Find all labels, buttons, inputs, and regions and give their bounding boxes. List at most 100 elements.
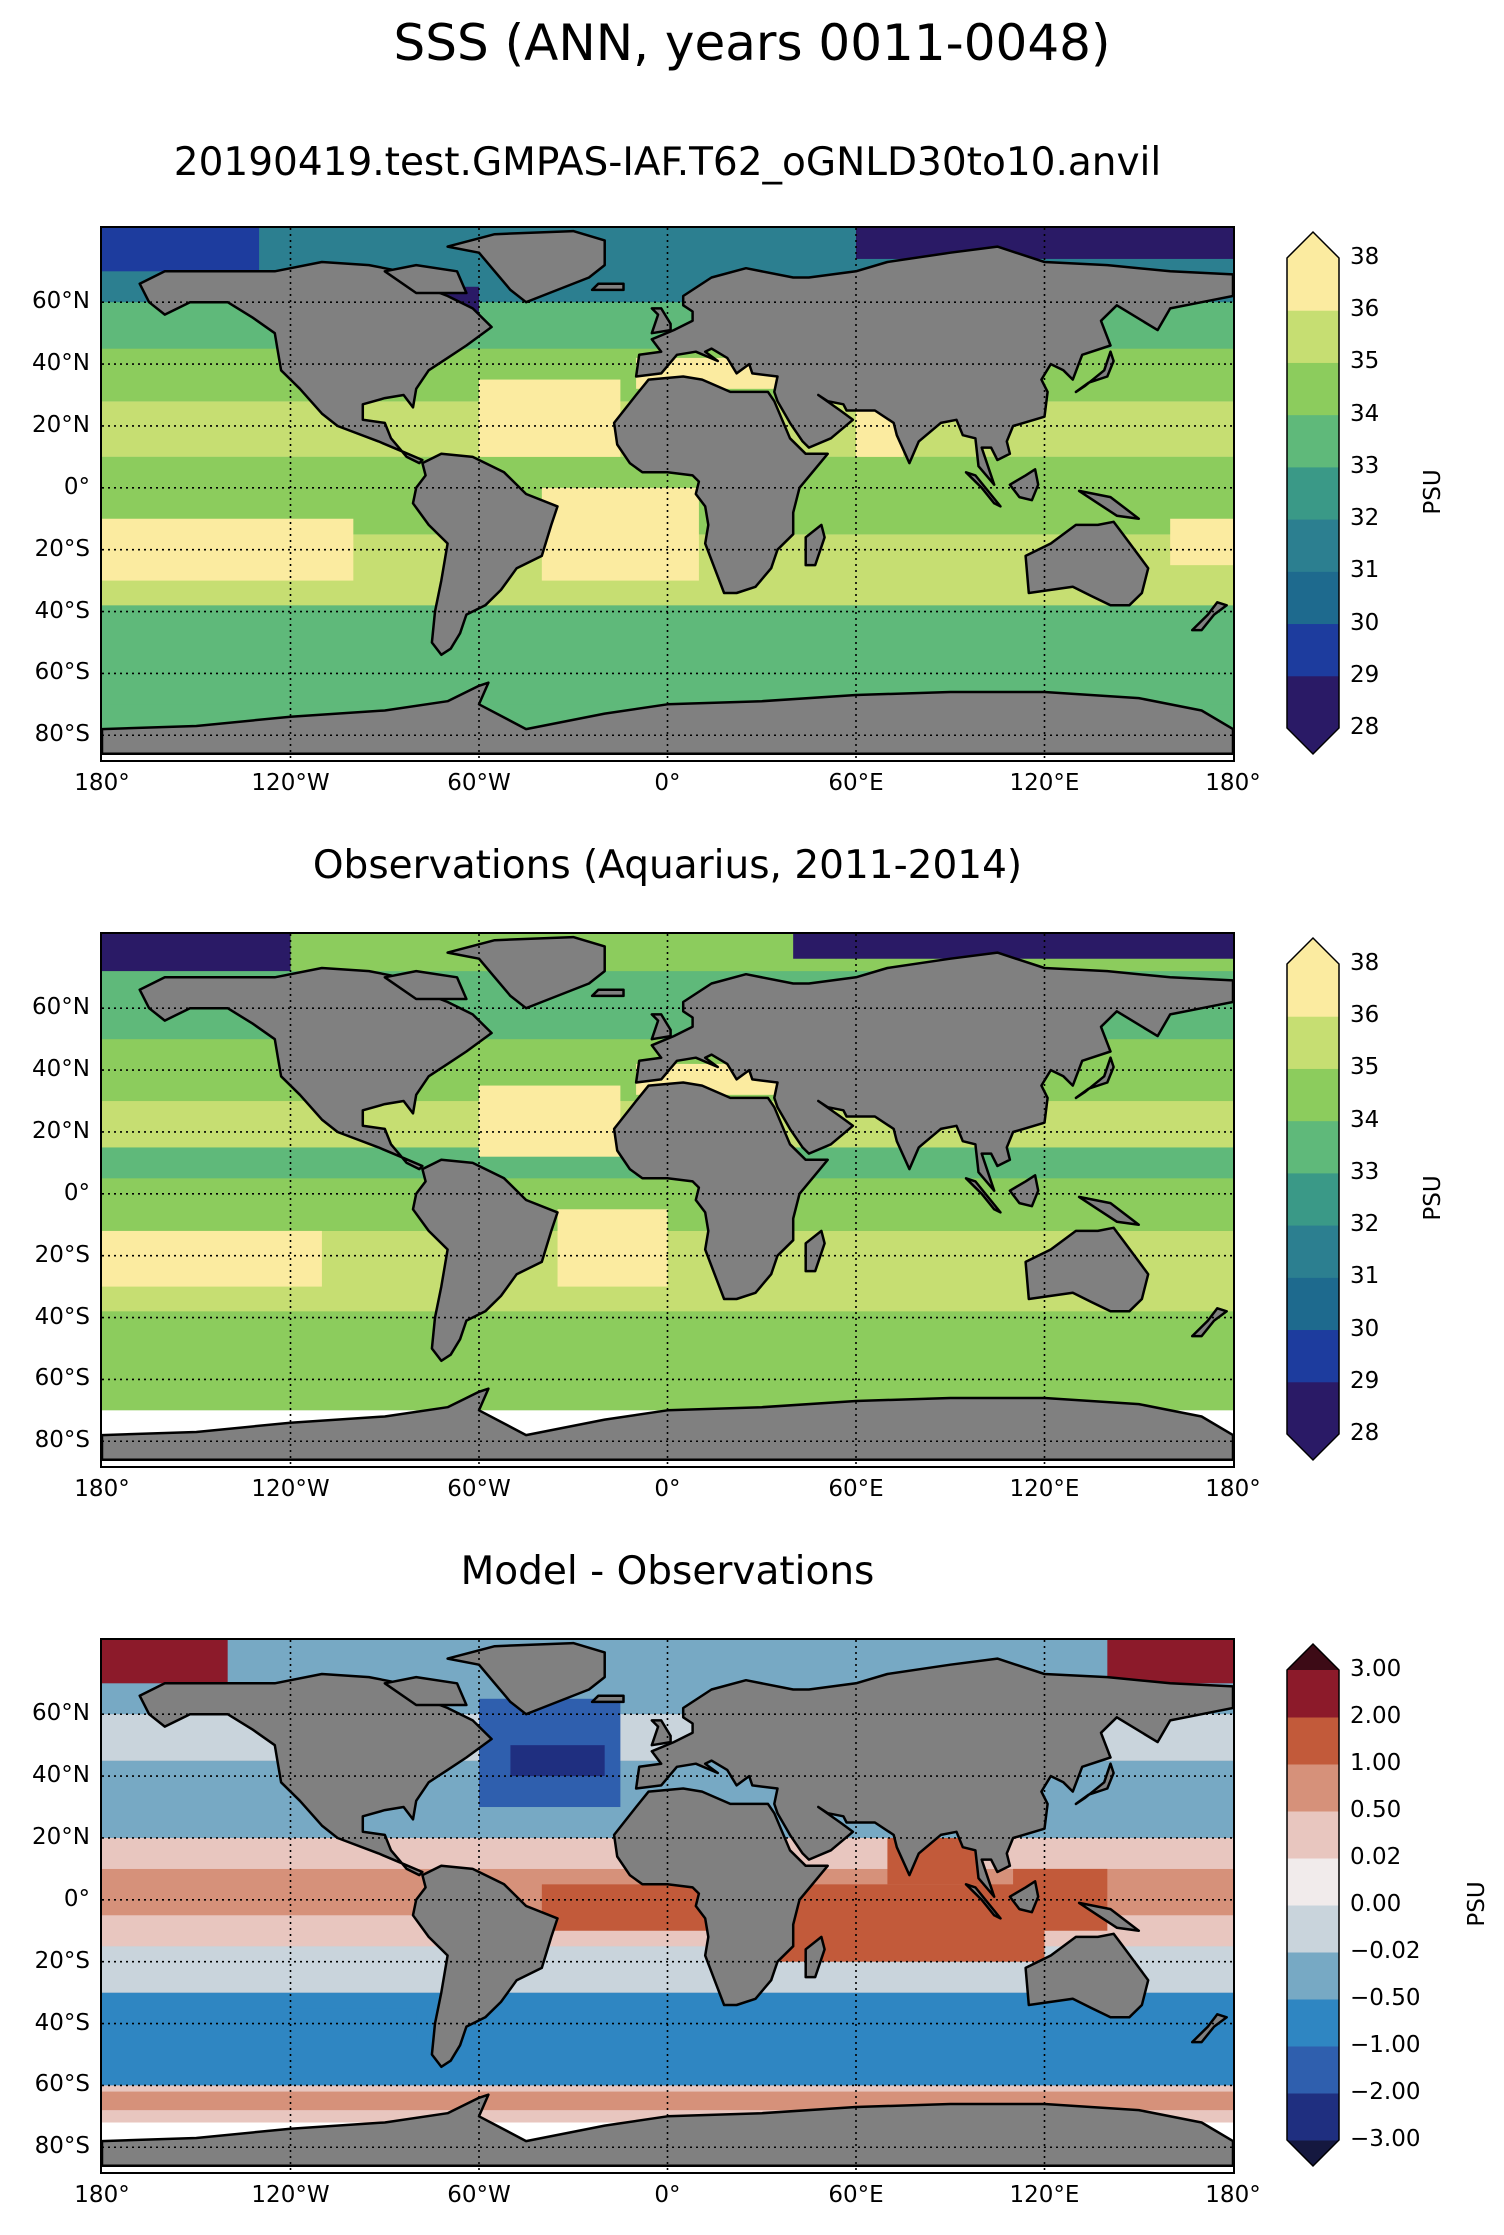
lat-tick-label: 80°S bbox=[34, 721, 90, 748]
colorbar-segment bbox=[1287, 1858, 1339, 1906]
colorbar-outline bbox=[1286, 936, 1340, 1462]
land-africa bbox=[612, 1081, 829, 1301]
colorbar-tick-label: 31 bbox=[1350, 557, 1380, 584]
colorbar-tick-label: 0.02 bbox=[1350, 1844, 1402, 1870]
colorbar-segment bbox=[1287, 1905, 1339, 1953]
lat-tick-label: 40°N bbox=[32, 1056, 90, 1083]
lat-tick-label: 0° bbox=[63, 473, 90, 500]
colorbar-extend-max bbox=[1287, 232, 1339, 258]
lon-tick-label: 60°W bbox=[447, 2182, 511, 2208]
colorbar-segment bbox=[1287, 258, 1339, 311]
colorbar-tick-label: 32 bbox=[1350, 1211, 1380, 1238]
colorbar-segment bbox=[1287, 310, 1339, 363]
land-madagascar bbox=[804, 523, 826, 567]
salinity-region bbox=[479, 1085, 621, 1157]
lat-tick-label: 60°N bbox=[32, 994, 90, 1021]
colorbar-segment bbox=[1287, 675, 1339, 729]
salinity-region bbox=[1107, 1640, 1233, 1684]
colorbar-segment bbox=[1287, 1381, 1339, 1435]
colorbar-tick-label: 30 bbox=[1350, 1315, 1380, 1342]
colorbar-tick-label: 35 bbox=[1350, 1054, 1380, 1081]
lat-tick-label: 0° bbox=[63, 1179, 90, 1206]
colorbar-segment bbox=[1287, 571, 1339, 625]
lon-tick-label: 60°E bbox=[828, 1476, 884, 1502]
lon-tick-label: 180° bbox=[1205, 770, 1261, 796]
colorbar-tick-label: 2.00 bbox=[1350, 1703, 1402, 1729]
colorbar-segment bbox=[1287, 362, 1339, 416]
colorbar-unit-label: PSU bbox=[1420, 1175, 1446, 1221]
lon-tick-label: 120°E bbox=[1009, 2182, 1080, 2208]
lat-tick-label: 40°S bbox=[34, 597, 90, 624]
lon-tick-label: 0° bbox=[654, 2182, 681, 2208]
land-sumatra bbox=[964, 471, 1002, 508]
land-australia bbox=[1024, 1226, 1150, 1313]
colorbar-tick-label: 32 bbox=[1350, 505, 1380, 532]
land-eurasia bbox=[634, 1657, 1233, 1898]
colorbar-tick-label: 28 bbox=[1350, 714, 1380, 740]
lon-tick-label: 180° bbox=[1205, 1476, 1261, 1502]
colorbar-tick-label: 0.50 bbox=[1350, 1797, 1402, 1823]
colorbar-extend-max bbox=[1287, 1644, 1339, 1670]
colorbar-segment bbox=[1287, 964, 1339, 1017]
colorbar-segment bbox=[1287, 1068, 1339, 1122]
colorbar-segment bbox=[1287, 519, 1339, 572]
land-africa bbox=[612, 1787, 829, 2007]
colorbar-tick-label: 38 bbox=[1350, 244, 1380, 270]
colorbar-svg bbox=[1286, 1642, 1340, 2168]
colorbar-segment bbox=[1287, 1670, 1339, 1718]
land-madagascar bbox=[804, 1935, 826, 1979]
land-new-zealand bbox=[1190, 2013, 1228, 2044]
colorbar-tick-label: −0.02 bbox=[1350, 1938, 1421, 1964]
colorbar-tick-label: 33 bbox=[1350, 452, 1380, 479]
lat-tick-label: 80°S bbox=[34, 1427, 90, 1454]
land-australia bbox=[1024, 1932, 1150, 2019]
salinity-region bbox=[102, 228, 260, 272]
salinity-region bbox=[541, 487, 699, 581]
colorbar-svg bbox=[1286, 230, 1340, 756]
colorbar-segment bbox=[1287, 414, 1339, 468]
colorbar-segment bbox=[1287, 2093, 1339, 2141]
lon-tick-label: 60°E bbox=[828, 770, 884, 796]
colorbar-extend-max bbox=[1287, 938, 1339, 964]
colorbar-tick-label: 34 bbox=[1350, 1106, 1380, 1133]
salinity-region bbox=[1170, 518, 1233, 566]
colorbar-outline bbox=[1286, 1642, 1340, 2168]
lat-tick-label: 20°S bbox=[34, 1241, 90, 1268]
colorbar-tick-label: 30 bbox=[1350, 609, 1380, 636]
lat-tick-label: 60°N bbox=[32, 288, 90, 315]
colorbar-segment bbox=[1287, 1999, 1339, 2047]
salinity-region bbox=[102, 1311, 1233, 1380]
land-uk bbox=[650, 1013, 672, 1041]
colorbar-segment bbox=[1287, 2046, 1339, 2094]
colorbar-tick-label: 38 bbox=[1350, 950, 1380, 976]
land-borneo bbox=[1008, 468, 1040, 502]
lon-tick-label: 120°E bbox=[1009, 1476, 1080, 1502]
land-iceland bbox=[590, 988, 625, 998]
land-south-america bbox=[411, 1158, 559, 1363]
panel-title-obs: Observations (Aquarius, 2011-2014) bbox=[312, 843, 1023, 888]
colorbar-tick-label: 36 bbox=[1350, 296, 1380, 323]
colorbar-segment bbox=[1287, 1811, 1339, 1859]
map-obs bbox=[100, 932, 1235, 1468]
colorbar-tick-label: −0.50 bbox=[1350, 1985, 1421, 2011]
lat-tick-label: 40°N bbox=[32, 1762, 90, 1789]
land-baffin bbox=[383, 263, 468, 295]
lon-tick-label: 120°W bbox=[251, 770, 330, 796]
lon-tick-label: 120°E bbox=[1009, 770, 1080, 796]
lat-tick-label: 60°S bbox=[34, 1365, 90, 1392]
land-borneo bbox=[1008, 1880, 1040, 1914]
lon-tick-label: 180° bbox=[74, 770, 130, 796]
colorbar-tick-label: −3.00 bbox=[1350, 2126, 1421, 2152]
colorbar-segment bbox=[1287, 1225, 1339, 1278]
land-new-guinea bbox=[1077, 1195, 1141, 1226]
salinity-region bbox=[793, 934, 1233, 959]
lat-tick-label: 60°N bbox=[32, 1700, 90, 1727]
land-sumatra bbox=[964, 1177, 1002, 1214]
land-greenland bbox=[446, 229, 606, 304]
land-sumatra bbox=[964, 1883, 1002, 1920]
lat-tick-label: 20°N bbox=[32, 1117, 90, 1144]
colorbar-tick-label: 3.00 bbox=[1350, 1656, 1402, 1682]
colorbar-extend-min bbox=[1287, 2140, 1339, 2166]
map-svg bbox=[102, 934, 1233, 1466]
salinity-region bbox=[557, 1209, 668, 1287]
